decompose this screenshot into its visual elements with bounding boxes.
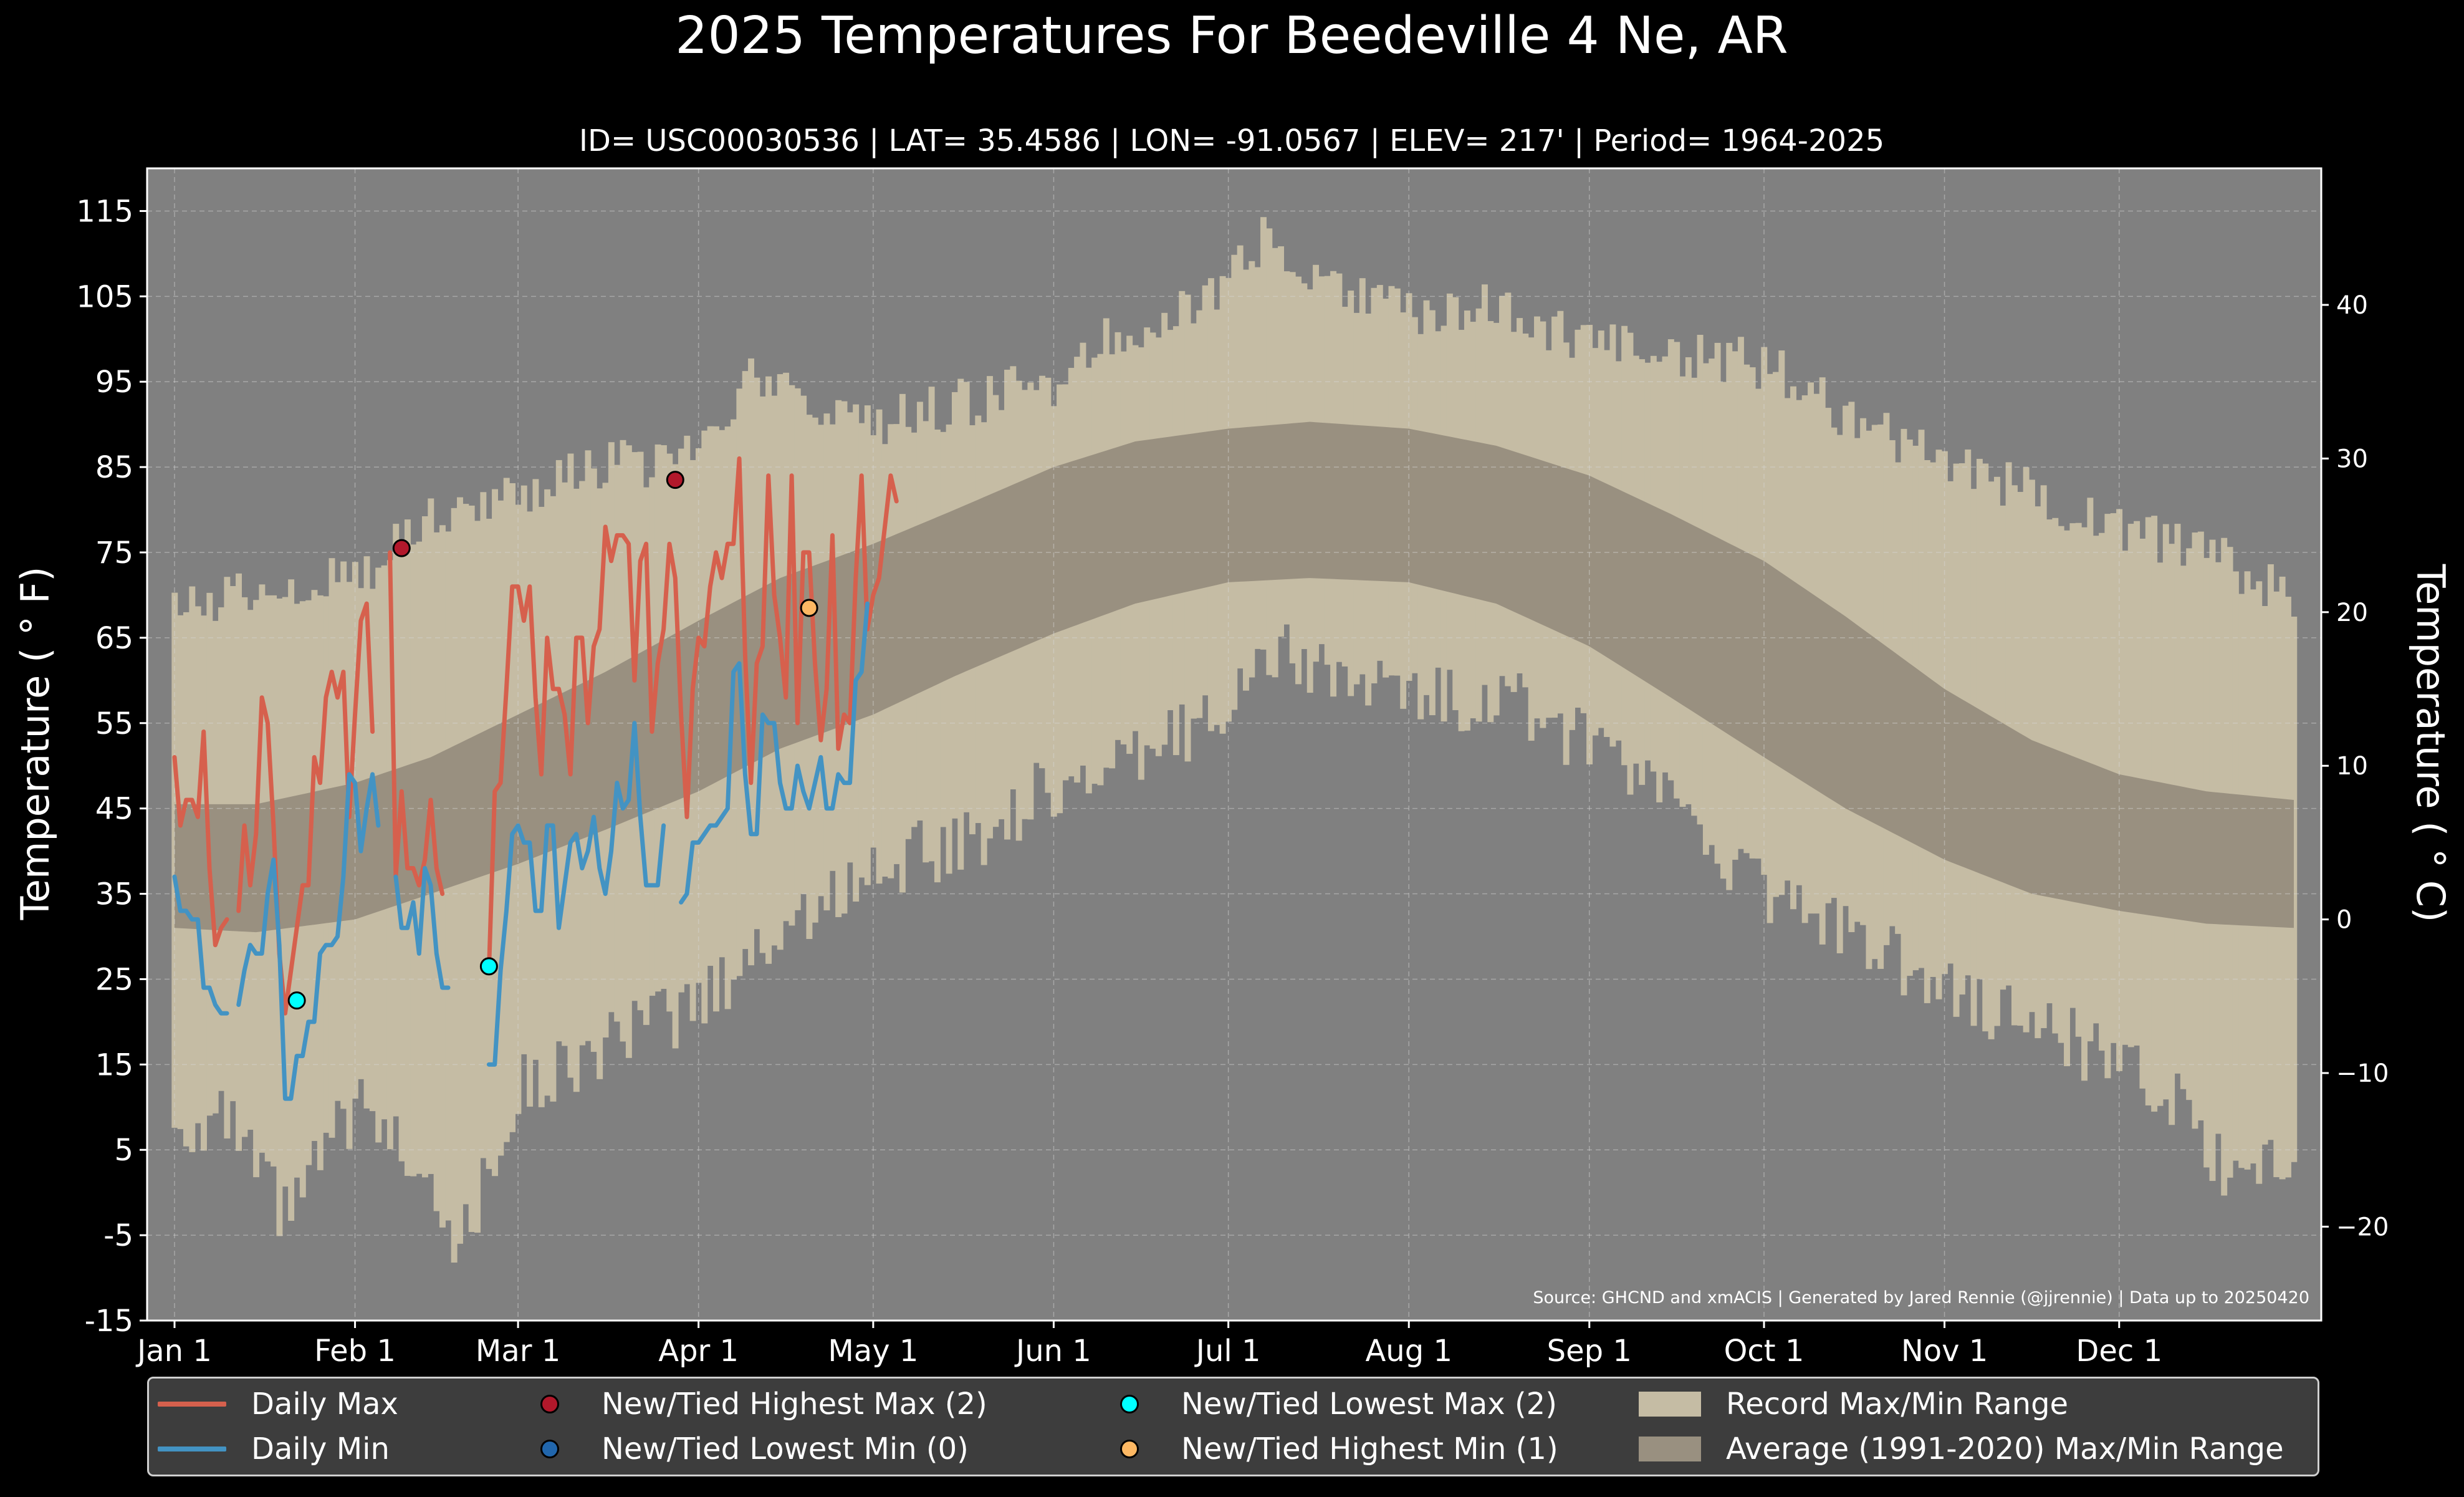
legend-label: Average (1991-2020) Max/Min Range	[1726, 1432, 2284, 1466]
y-tick-label-left: 75	[95, 536, 133, 570]
y-tick-label-left: 85	[95, 450, 133, 485]
legend-label: Record Max/Min Range	[1726, 1387, 2069, 1422]
x-tick-label: Dec 1	[2076, 1334, 2162, 1369]
series-line-segment	[236, 772, 381, 1101]
plot-frame	[146, 167, 2323, 1322]
record-marker	[287, 991, 306, 1010]
legend-item: Average (1991-2020) Max/Min Range	[1632, 1427, 2284, 1471]
x-tick-label: Nov 1	[1901, 1334, 1988, 1369]
record-range-bar	[2005, 462, 2012, 986]
series-line-segment	[486, 721, 666, 1067]
series-daily-max	[172, 456, 899, 1016]
series-line-segment	[388, 550, 445, 897]
y-tick-label-left: 45	[95, 792, 133, 827]
legend-item: New/Tied Highest Max (2)	[504, 1382, 987, 1426]
legend-label: Daily Min	[251, 1432, 390, 1466]
legend-label: New/Tied Lowest Min (0)	[602, 1432, 969, 1466]
x-tick-label: Mar 1	[476, 1334, 560, 1369]
legend-label: Daily Max	[251, 1387, 398, 1422]
average-range-band	[175, 421, 2294, 933]
y-tick-label-right: −20	[2336, 1213, 2389, 1241]
series-line-segment	[679, 601, 870, 905]
series-line-segment	[236, 601, 375, 1016]
legend-label: New/Tied Lowest Max (2)	[1181, 1387, 1557, 1422]
x-tick-label: Jan 1	[135, 1334, 212, 1369]
chart-title: 2025 Temperatures For Beedeville 4 Ne, A…	[675, 6, 1788, 65]
record-range-bar	[2291, 616, 2298, 1162]
y-axis-label-left: Temperature ( ° F)	[12, 567, 58, 921]
legend-item: New/Tied Lowest Max (2)	[1084, 1382, 1557, 1426]
y-tick-label-right: 40	[2336, 291, 2368, 320]
x-tick-label: Jul 1	[1194, 1334, 1261, 1369]
x-tick-label: May 1	[828, 1334, 918, 1369]
x-tick-label: Apr 1	[658, 1334, 739, 1369]
record-marker	[479, 957, 498, 976]
legend-item: New/Tied Highest Min (1)	[1084, 1427, 1558, 1471]
y-tick-label-left: -15	[85, 1304, 133, 1339]
series-line-segment	[172, 729, 229, 948]
x-tick-label: Sep 1	[1547, 1334, 1632, 1369]
y-tick-label-left: -5	[103, 1218, 133, 1253]
record-marker	[392, 539, 411, 557]
legend-swatch	[1639, 1437, 1701, 1461]
y-tick-label-right: 10	[2336, 752, 2368, 781]
series-line-segment	[486, 456, 899, 973]
y-tick-label-right: 0	[2336, 906, 2352, 935]
x-tick-label: Oct 1	[1724, 1334, 1805, 1369]
legend-label: New/Tied Highest Min (1)	[1181, 1432, 1558, 1466]
record-marker	[800, 599, 818, 617]
legend-swatch	[1639, 1392, 1701, 1417]
legend-swatch	[540, 1395, 559, 1413]
y-tick-label-right: 20	[2336, 599, 2368, 627]
legend-item: New/Tied Lowest Min (0)	[504, 1427, 969, 1471]
series-line-segment	[172, 874, 229, 1016]
y-tick-label-left: 105	[76, 279, 133, 314]
y-tick-label-right: 30	[2336, 445, 2368, 473]
series-daily-min	[172, 601, 870, 1101]
series-line-segment	[393, 865, 451, 990]
y-axis-label-right: Temperature ( ° C)	[2408, 564, 2453, 923]
y-tick-label-left: 55	[95, 706, 133, 741]
y-tick-label-left: 5	[114, 1133, 133, 1168]
plot-area	[146, 167, 2323, 1322]
legend-swatch	[1120, 1440, 1139, 1458]
legend-item: Record Max/Min Range	[1632, 1382, 2068, 1426]
source-note: Source: GHCND and xmACIS | Generated by …	[1533, 1288, 2309, 1307]
y-tick-label-left: 25	[95, 962, 133, 997]
legend: Daily Max New/Tied Highest Max (2) New/Tie…	[147, 1377, 2319, 1476]
y-tick-label-left: 15	[95, 1047, 133, 1082]
x-tick-label: Feb 1	[314, 1334, 396, 1369]
y-tick-label-left: 35	[95, 877, 133, 912]
legend-swatch	[158, 1402, 226, 1407]
y-tick-label-left: 65	[95, 621, 133, 656]
y-tick-label-left: 95	[95, 365, 133, 400]
legend-item: Daily Max	[158, 1382, 398, 1426]
x-tick-label: Jun 1	[1014, 1334, 1091, 1369]
legend-swatch	[540, 1440, 559, 1458]
legend-swatch	[158, 1446, 226, 1451]
chart-subtitle: ID= USC00030536 | LAT= 35.4586 | LON= -9…	[579, 123, 1884, 158]
axis-ticks: 115 105 95 85 75 65 55 45 35 25 15 5 -5 -15 40 30 20 10 0 −…	[76, 194, 2389, 1369]
record-marker	[666, 471, 684, 489]
y-tick-label-right: −10	[2336, 1059, 2389, 1088]
y-tick-label-left: 115	[76, 194, 133, 229]
x-tick-label: Aug 1	[1365, 1334, 1452, 1369]
legend-swatch	[1120, 1395, 1139, 1413]
legend-item: Daily Min	[158, 1427, 390, 1471]
legend-label: New/Tied Highest Max (2)	[602, 1387, 987, 1422]
